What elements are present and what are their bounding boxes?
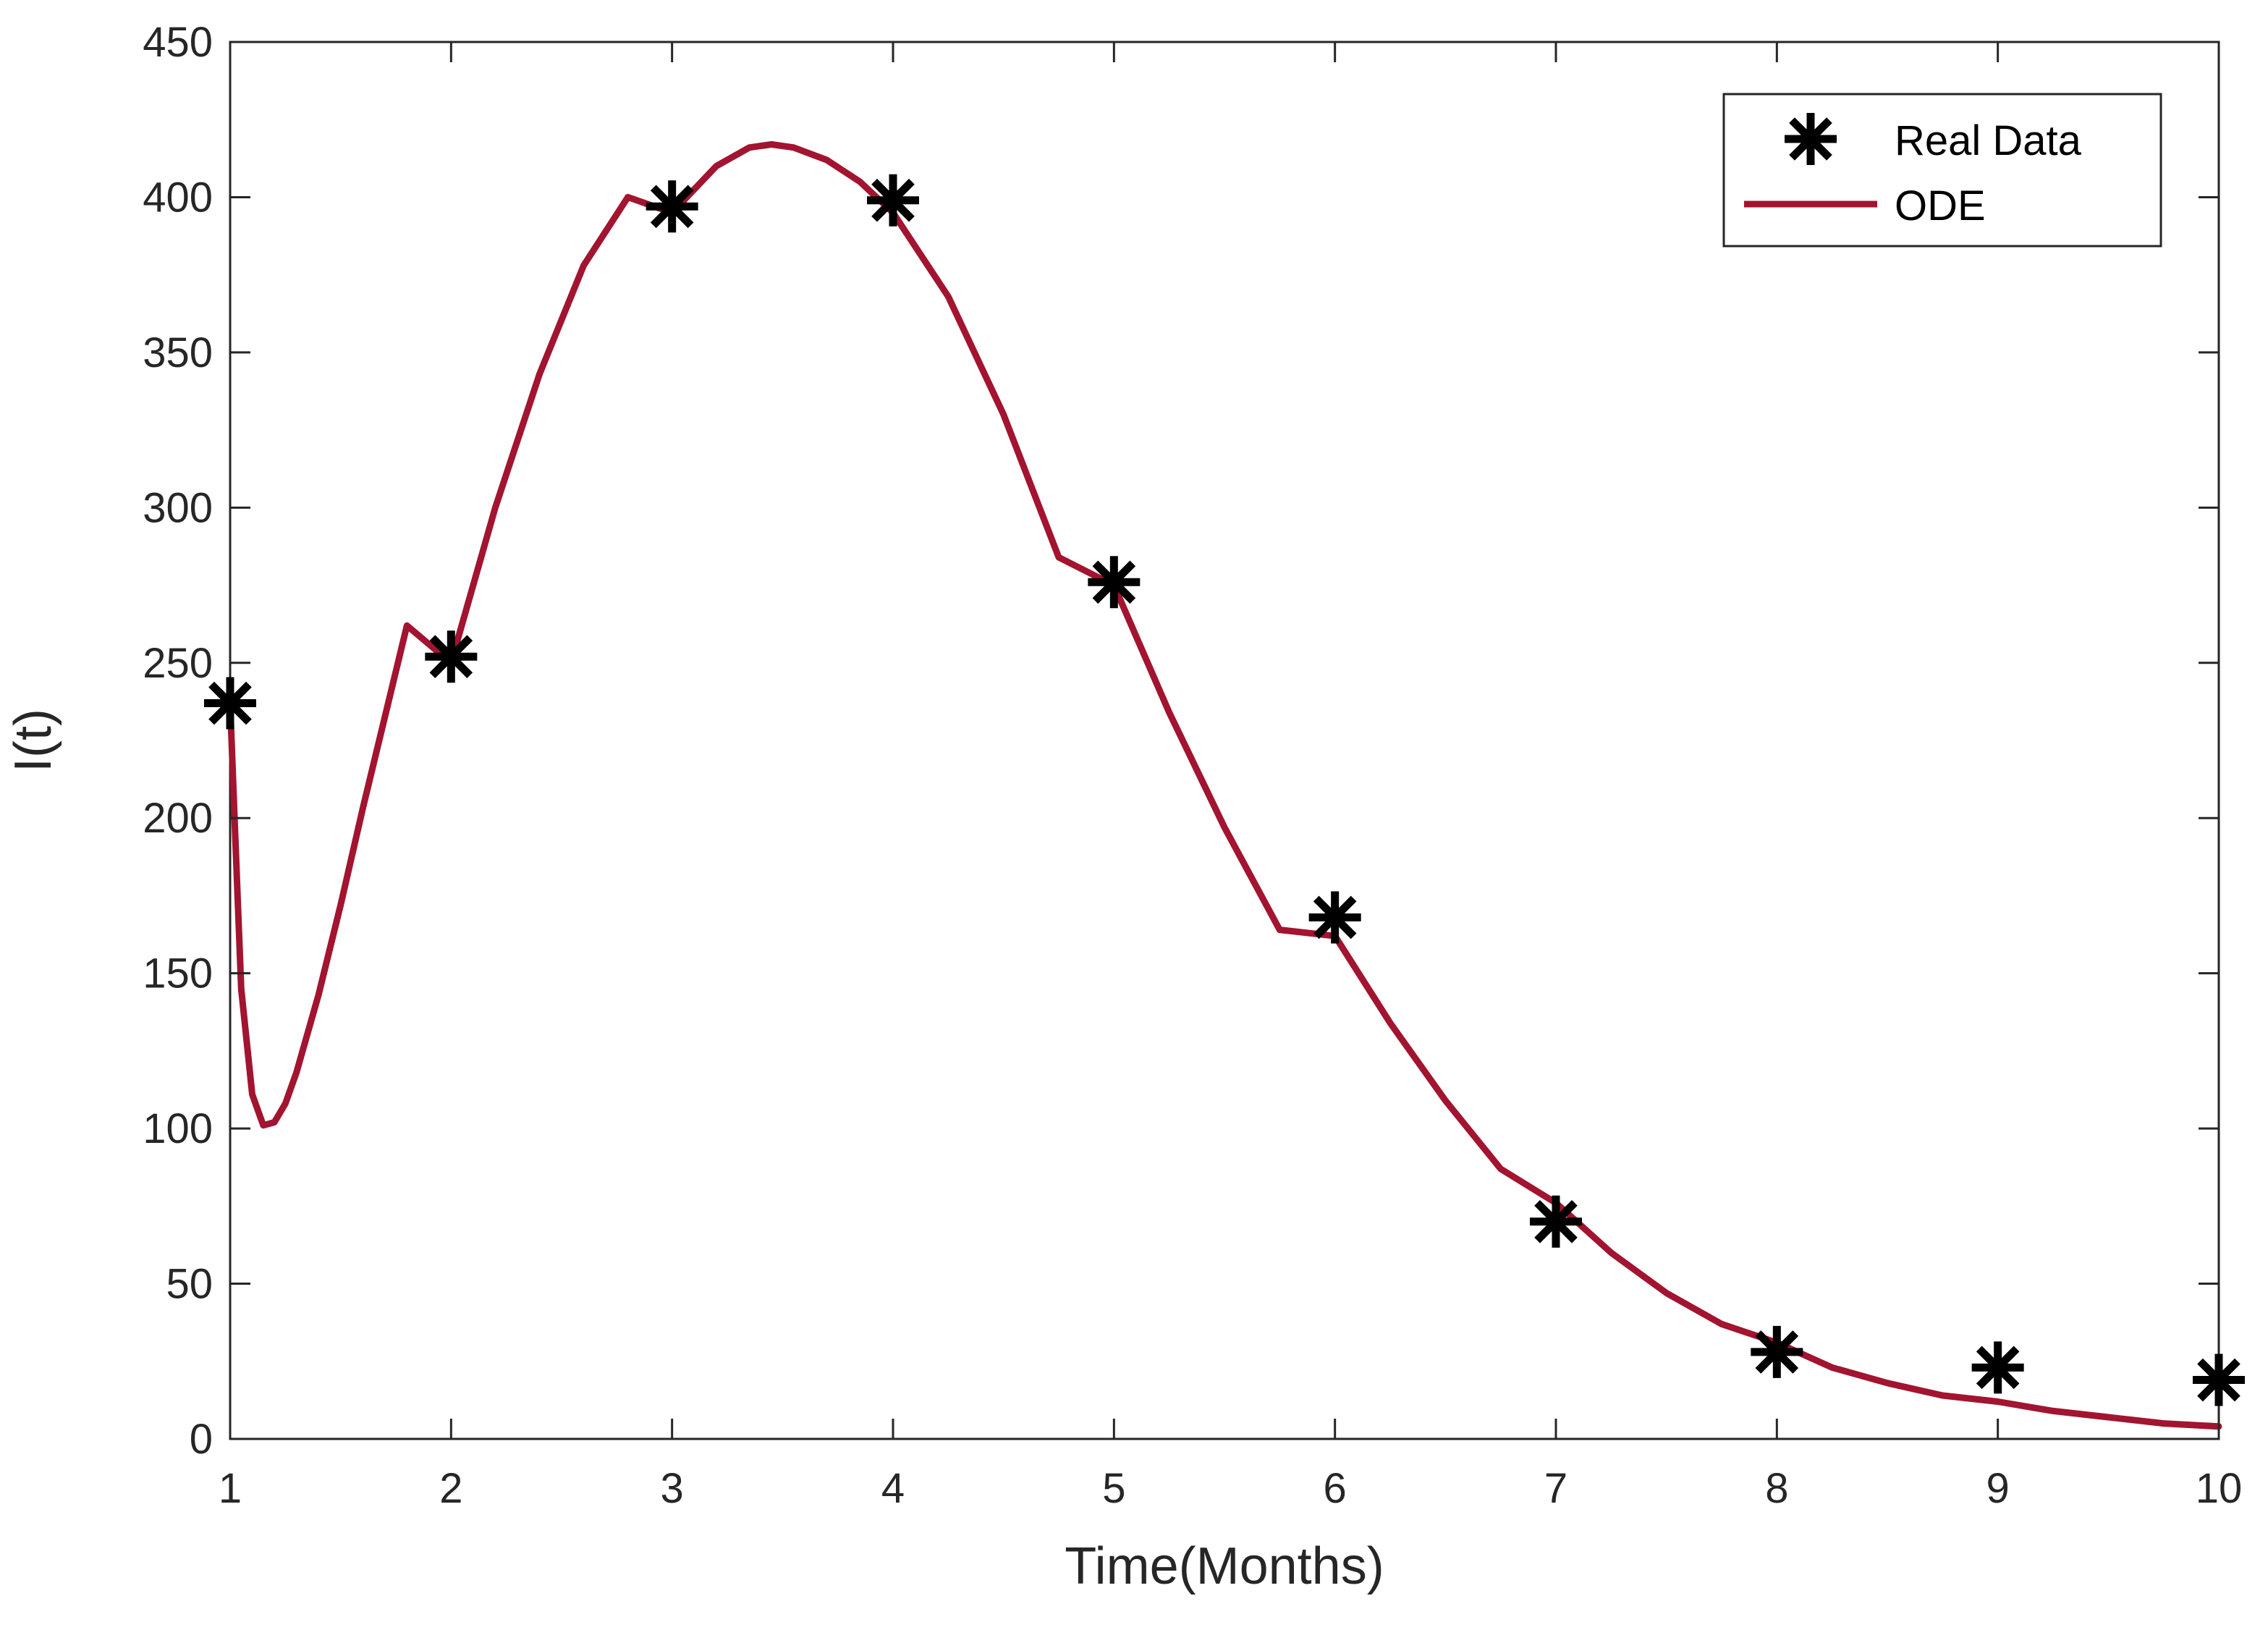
real-data-point xyxy=(1530,1195,1582,1248)
y-axis-title: I(t) xyxy=(4,709,62,772)
y-tick-label: 100 xyxy=(143,1105,213,1152)
y-tick-label: 300 xyxy=(143,484,213,531)
y-tick-label: 400 xyxy=(143,174,213,221)
x-tick-label: 4 xyxy=(881,1465,905,1512)
real-data-point xyxy=(867,174,919,227)
x-axis: 1 2 3 4 5 6 7 8 9 10 xyxy=(219,42,2242,1512)
x-tick-label: 5 xyxy=(1102,1465,1125,1512)
y-tick-label: 200 xyxy=(143,795,213,842)
x-tick-label: 3 xyxy=(661,1465,684,1512)
y-tick-label: 0 xyxy=(190,1416,213,1463)
x-tick-label: 1 xyxy=(219,1465,242,1512)
y-tick-label: 450 xyxy=(143,19,213,66)
x-tick-label: 9 xyxy=(1986,1465,2010,1512)
y-axis: 0 50 100 150 200 250 300 350 400 450 xyxy=(143,19,2219,1463)
real-data-point xyxy=(1971,1341,2024,1394)
real-data-point xyxy=(2193,1354,2245,1406)
x-tick-label: 10 xyxy=(2196,1465,2243,1512)
real-data-point xyxy=(1751,1325,1803,1378)
x-tick-label: 7 xyxy=(1544,1465,1567,1512)
legend: Real Data ODE xyxy=(1722,93,2162,248)
x-tick-label: 2 xyxy=(439,1465,462,1512)
plot-area xyxy=(204,41,2245,1440)
legend-asterisk xyxy=(1785,113,1837,165)
y-tick-label: 150 xyxy=(143,950,213,997)
y-tick-label: 50 xyxy=(166,1261,213,1308)
real-data-point xyxy=(1088,556,1141,609)
x-tick-label: 6 xyxy=(1324,1465,1347,1512)
real-data-point xyxy=(1308,891,1361,944)
real-data-point xyxy=(646,180,698,233)
x-tick-label: 8 xyxy=(1765,1465,1788,1512)
real-data-point xyxy=(425,630,478,683)
real-data-point xyxy=(204,677,256,730)
x-axis-title: Time(Months) xyxy=(1065,1537,1384,1595)
y-tick-label: 250 xyxy=(143,640,213,687)
legend-real-data-marker xyxy=(1785,113,1837,165)
legend-real-data-label: Real Data xyxy=(1895,117,2082,164)
legend-ode-label: ODE xyxy=(1895,182,1986,229)
y-tick-label: 350 xyxy=(143,329,213,376)
